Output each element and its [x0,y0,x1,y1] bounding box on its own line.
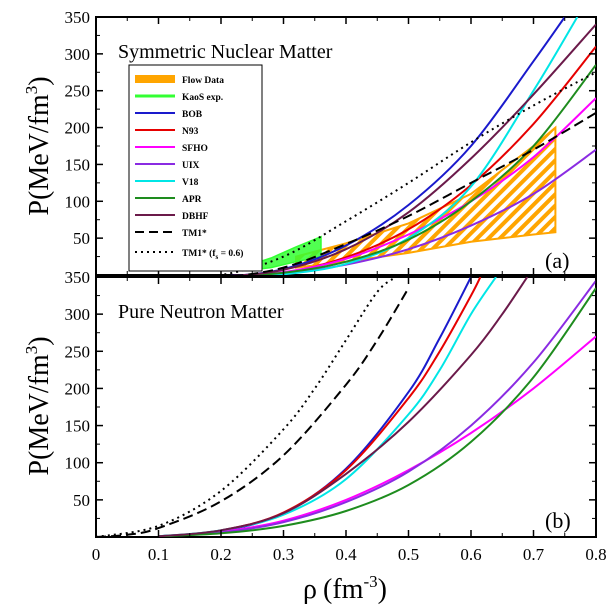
y-axis-title-a-close: ) [24,76,55,85]
panel-a-tag: (a) [545,248,569,273]
y-axis-title-b-main: P(MeV/fm [24,354,55,476]
y-tick-label-b: 100 [65,454,91,473]
y-tick-label-a: 250 [65,82,91,101]
x-tick-label: 0.1 [148,545,169,564]
legend-item-v18: V18 [135,178,199,188]
x-axis-title-unit: (fm [323,574,364,605]
y-tick-label-b: 250 [65,342,91,361]
legend-item-apr: APR [135,195,202,205]
series-sfho-a [233,97,596,275]
legend-label-v18: V18 [182,178,199,188]
x-axis-title-exp: -3 [363,572,377,591]
legend-label-tm1-fs-pre: TM1* (f [182,248,216,259]
series-dbhf-b [158,277,529,537]
legend-label-kaos: KaoS exp. [182,93,223,103]
legend-item-tm1-fs: TM1* (fs = 0.6) [135,248,243,261]
legend-item-kaos: KaoS exp. [135,93,223,103]
y-tick-label-a: 350 [65,8,91,27]
y-tick-label-b: 50 [73,491,90,510]
y-tick-label-b: 350 [65,268,91,287]
x-tick-label: 0.8 [585,545,606,564]
legend-item-n93: N93 [135,127,199,137]
y-axis-title-b-exp: 3 [22,346,41,355]
legend-label-dbhf: DBHF [182,212,209,222]
x-tick-label: 0.4 [335,545,357,564]
legend-label-bob: BOB [182,110,203,120]
x-axis-title-symbol: ρ [303,574,317,605]
y-tick-label-b: 300 [65,305,91,324]
series-tm1-fs-0-6-a [213,71,596,275]
legend-item-uix: UIX [135,161,200,171]
y-axis-title-a: P(MeV/fm3) [22,76,55,215]
legend-label-n93: N93 [182,127,199,137]
y-tick-label-a: 50 [73,229,90,248]
panel-b-tag: (b) [545,508,571,533]
series-tm1-a [234,111,596,275]
y-axis-title-b: P(MeV/fm3) [22,336,55,475]
series-uix-b [158,280,596,537]
series-apr-b [158,287,596,537]
legend-label-tm1-fs-post: = 0.6) [218,248,243,259]
y-tick-label-a: 100 [65,192,91,211]
series-tm1-b [96,287,410,537]
legend-label-uix: UIX [182,161,200,171]
panel-a-title: Symmetric Nuclear Matter [118,41,333,63]
y-tick-label-a: 150 [65,155,91,174]
series-bob-a [229,17,566,275]
panel-b-plot-area [96,277,596,537]
legend: Flow Data KaoS exp. BOB N93 SFHO UIX V18 [128,64,263,272]
legend-label-tm1-fs-sub: s [216,253,219,261]
x-tick-label: 0.6 [460,545,481,564]
legend-item-sfho: SFHO [135,144,208,154]
legend-label-flow: Flow Data [182,76,224,86]
x-tick-label: 0.5 [398,545,419,564]
x-tick-label: 0.2 [210,545,231,564]
panel-a-plot-area [213,17,596,275]
series-apr-a [236,64,596,275]
axis-ticks: 0 0.1 0.2 0.3 0.4 0.5 0.6 0.7 0.8 50 100 150 200 250 3… [65,8,607,564]
band-flow-data-a [295,125,557,269]
series-uix-a [239,148,596,275]
y-axis-title-a-exp: 3 [22,86,41,95]
x-tick-label: 0 [92,545,101,564]
legend-label-sfho: SFHO [182,144,208,154]
y-tick-label-a: 300 [65,45,91,64]
y-axis-title-b-close: ) [24,336,55,345]
legend-box [128,64,263,272]
y-tick-label-b: 200 [65,379,91,398]
legend-item-tm1: TM1* [135,229,207,239]
legend-label-tm1: TM1* [182,229,207,239]
legend-item-flow: Flow Data [135,75,224,86]
x-tick-label: 0.3 [273,545,294,564]
x-tick-label: 0.7 [523,545,545,564]
y-tick-label-a: 200 [65,119,91,138]
legend-item-bob: BOB [135,110,203,120]
legend-label-tm1-fs: TM1* (fs = 0.6) [182,248,243,261]
panel-b-title: Pure Neutron Matter [118,301,284,323]
y-tick-label-b: 150 [65,417,91,436]
y-axis-title-a-main: P(MeV/fm [24,94,55,216]
x-axis-title: ρ (fm-3) [303,572,387,605]
series-n93-a [252,45,596,275]
legend-swatch-flow [135,75,175,83]
series-tm1-fs-0-6-b [96,277,397,537]
legend-item-dbhf: DBHF [135,212,209,222]
x-axis-title-close: ) [378,574,387,605]
legend-label-apr: APR [182,195,202,205]
